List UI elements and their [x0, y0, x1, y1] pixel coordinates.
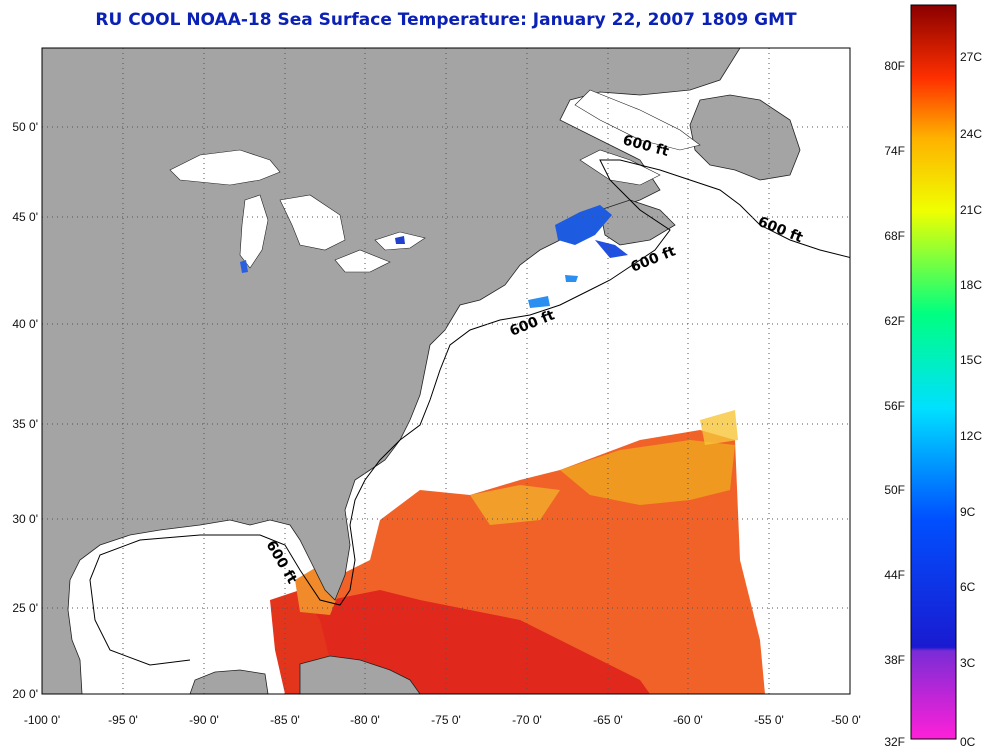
map-title: RU COOL NOAA-18 Sea Surface Temperature:…: [95, 10, 797, 30]
cb-c-27: 27C: [960, 50, 982, 64]
cb-c-9: 9C: [960, 505, 976, 519]
great-lakes: [169, 89, 701, 273]
lat-label-25: 25 0': [12, 601, 38, 615]
lon-label-65: -65 0': [593, 713, 623, 727]
colorbar-fahrenheit-labels: 80F 74F 68F 62F 56F 50F 44F 38F 32F: [884, 59, 905, 749]
lat-label-30: 30 0': [12, 512, 38, 526]
cb-c-15: 15C: [960, 353, 982, 367]
lon-label-70: -70 0': [512, 713, 542, 727]
cold-water-patches: [240, 205, 628, 308]
cb-c-6: 6C: [960, 580, 976, 594]
cb-c-12: 12C: [960, 429, 982, 443]
cb-f-80: 80F: [884, 59, 905, 73]
lon-label-85: -85 0': [270, 713, 300, 727]
land-mass: [42, 48, 801, 694]
cb-f-32: 32F: [884, 735, 905, 749]
plot-area: 600 ft 600 ft 600 ft 600 ft 600 ft: [42, 48, 850, 694]
lon-label-75: -75 0': [431, 713, 461, 727]
colorbar-celsius-labels: 27C 24C 21C 18C 15C 12C 9C 6C 3C 0C: [960, 50, 982, 749]
cb-f-68: 68F: [884, 229, 905, 243]
lon-label-50: -50 0': [831, 713, 861, 727]
cb-f-38: 38F: [884, 653, 905, 667]
lon-label-55: -55 0': [754, 713, 784, 727]
cb-f-44: 44F: [884, 568, 905, 582]
longitude-labels: -100 0' -95 0' -90 0' -85 0' -80 0' -75 …: [24, 713, 861, 727]
cb-c-18: 18C: [960, 278, 982, 292]
cb-c-0: 0C: [960, 735, 976, 749]
lat-label-40: 40 0': [12, 317, 38, 331]
cb-f-56: 56F: [884, 399, 905, 413]
lon-label-100: -100 0': [24, 713, 60, 727]
cb-f-62: 62F: [884, 314, 905, 328]
plot-frame: [41, 47, 851, 695]
cb-c-21: 21C: [960, 203, 982, 217]
lat-label-35: 35 0': [12, 417, 38, 431]
cb-f-50: 50F: [884, 483, 905, 497]
lon-label-60: -60 0': [673, 713, 703, 727]
lon-label-80: -80 0': [350, 713, 380, 727]
colorbar: [910, 4, 957, 740]
lat-label-20: 20 0': [12, 687, 38, 701]
cb-f-74: 74F: [884, 144, 905, 158]
cb-c-24: 24C: [960, 127, 982, 141]
lat-label-45: 45 0': [12, 210, 38, 224]
lat-label-50: 50 0': [12, 120, 38, 134]
lon-label-95: -95 0': [108, 713, 138, 727]
latitude-labels: 50 0' 45 0' 40 0' 35 0' 30 0' 25 0' 20 0…: [12, 120, 38, 701]
cb-c-3: 3C: [960, 656, 976, 670]
lon-label-90: -90 0': [189, 713, 219, 727]
isobath-600ft-line: [89, 159, 850, 666]
